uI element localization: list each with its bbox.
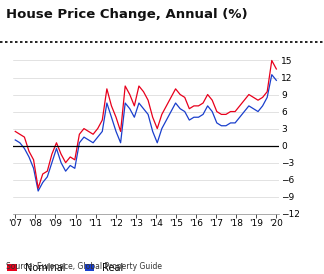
Text: Source: Europace, Global Property Guide: Source: Europace, Global Property Guide <box>6 262 162 271</box>
Legend: Nominal, Real: Nominal, Real <box>7 263 123 273</box>
Text: House Price Change, Annual (%): House Price Change, Annual (%) <box>6 8 248 21</box>
